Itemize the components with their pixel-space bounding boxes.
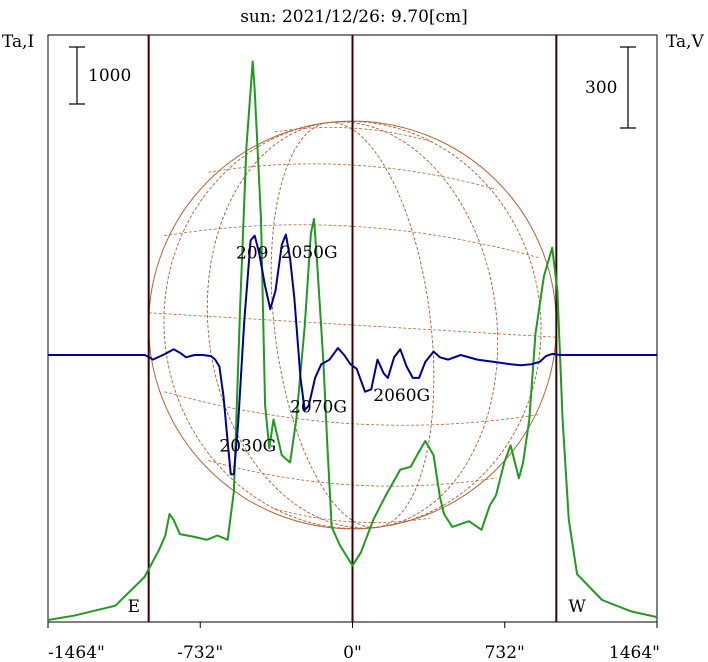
x-tick-label: 1464"	[609, 643, 660, 662]
polarization-scale-label: 300	[585, 78, 617, 98]
x-tick-label: 0"	[343, 643, 362, 662]
region-label: 2030G	[219, 436, 276, 456]
latitude-line	[164, 224, 541, 259]
limb-lines	[147, 35, 558, 622]
chart-title: sun: 2021/12/26: 9.70[cm]	[240, 7, 468, 27]
series-layer	[47, 60, 658, 621]
y-axis-label-right: Ta,V	[666, 32, 705, 52]
x-tick-label: -1464"	[48, 643, 105, 662]
east-limb-label: E	[128, 597, 140, 617]
equator-line	[148, 312, 557, 338]
annotations: 209 2050G 2070G 2060G 2030G	[219, 243, 430, 456]
region-label: 2070G	[290, 397, 347, 417]
x-tick-label: -732"	[177, 643, 223, 662]
x-axis-ticks: -1464" -732" 0" 732" 1464" E W	[47, 597, 660, 662]
scale-bars: 1000 300	[69, 46, 636, 129]
intensity-scale-label: 1000	[88, 66, 131, 86]
region-label: 2060G	[373, 386, 430, 406]
x-tick-label: 732"	[485, 643, 525, 662]
y-axis-label-left: Ta,I	[2, 32, 34, 52]
west-limb-label: W	[568, 597, 586, 617]
polarization-line	[48, 233, 657, 476]
region-label: 209	[236, 244, 268, 264]
region-label: 2050G	[281, 243, 338, 263]
intensity-line	[47, 60, 658, 621]
